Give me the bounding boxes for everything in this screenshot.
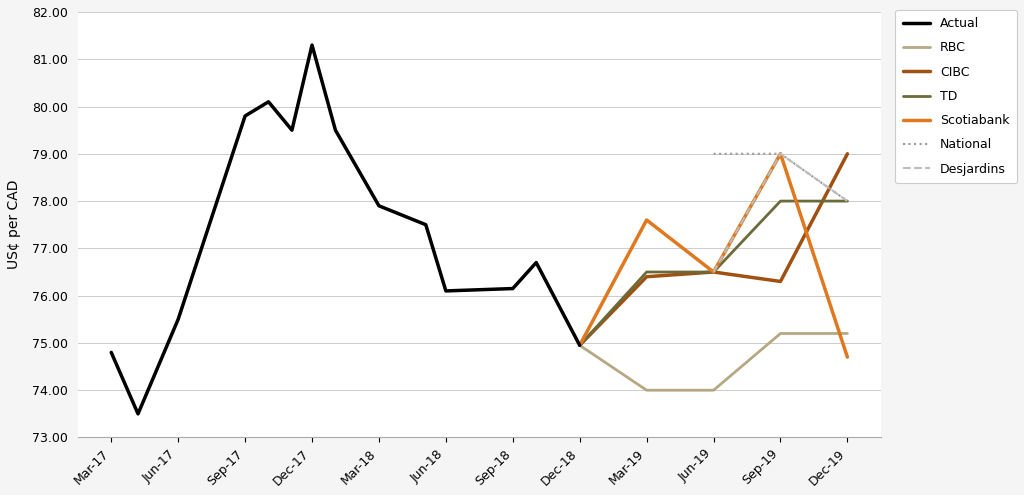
Actual [373, 203, 385, 209]
Y-axis label: US¢ per CAD: US¢ per CAD [7, 180, 20, 269]
Legend: Actual, RBC, CIBC, TD, Scotiabank, National, Desjardins: Actual, RBC, CIBC, TD, Scotiabank, Natio… [895, 10, 1017, 183]
Actual [105, 349, 118, 355]
RBC [774, 331, 786, 337]
RBC [708, 387, 720, 393]
TD [708, 269, 720, 275]
Actual [420, 222, 432, 228]
TD [640, 269, 652, 275]
CIBC [774, 279, 786, 285]
CIBC [640, 274, 652, 280]
Actual [172, 316, 184, 322]
Actual [239, 113, 251, 119]
Actual [439, 288, 452, 294]
Actual [286, 127, 298, 133]
Scotiabank [708, 269, 720, 275]
Line: RBC: RBC [580, 334, 848, 390]
CIBC [842, 151, 854, 157]
Scotiabank [842, 354, 854, 360]
Actual [573, 343, 586, 348]
RBC [640, 387, 652, 393]
Line: Scotiabank: Scotiabank [580, 154, 848, 357]
Line: CIBC: CIBC [580, 154, 848, 346]
Actual [306, 42, 318, 48]
CIBC [573, 343, 586, 348]
Scotiabank [573, 343, 586, 348]
Line: Actual: Actual [112, 45, 580, 414]
Actual [132, 411, 144, 417]
Scotiabank [774, 151, 786, 157]
RBC [842, 331, 854, 337]
Actual [530, 259, 543, 265]
TD [573, 343, 586, 348]
Scotiabank [640, 217, 652, 223]
Actual [330, 127, 342, 133]
CIBC [708, 269, 720, 275]
TD [842, 198, 854, 204]
RBC [573, 343, 586, 348]
Line: TD: TD [580, 201, 848, 346]
Actual [262, 99, 274, 105]
TD [774, 198, 786, 204]
Actual [507, 286, 519, 292]
